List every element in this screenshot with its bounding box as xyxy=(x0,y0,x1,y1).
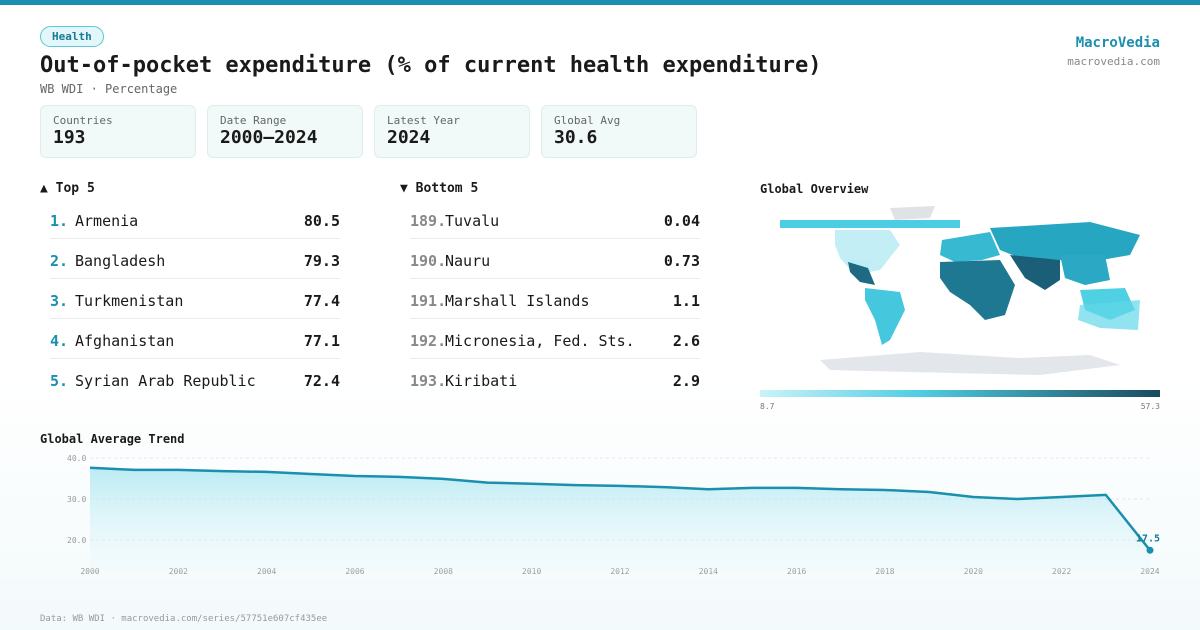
stat-label: Global Avg xyxy=(554,114,621,127)
name: Afghanistan xyxy=(75,332,175,350)
name: Kiribati xyxy=(445,372,518,390)
world-map: 8.7 57.3 xyxy=(760,206,1160,411)
value: 2.6 xyxy=(672,332,700,350)
name: Marshall Islands xyxy=(445,292,590,310)
scale-max: 57.3 xyxy=(1141,402,1160,411)
value: 0.73 xyxy=(663,252,700,270)
section-title: ▲ Top 5 xyxy=(40,181,95,196)
site: macrovedia.com xyxy=(1067,55,1160,68)
name: Syrian Arab Republic xyxy=(75,372,256,390)
value: 1.1 xyxy=(672,292,700,310)
x-tick-label: 2016 xyxy=(787,567,806,576)
value: 2.9 xyxy=(672,372,700,390)
name: Turkmenistan xyxy=(75,292,184,310)
value: 77.1 xyxy=(303,332,340,350)
rank: 3. xyxy=(50,292,69,310)
end-point xyxy=(1146,546,1154,554)
chart-title: Global Average Trend xyxy=(40,432,185,446)
separator xyxy=(410,318,700,319)
y-tick-label: 20.0 xyxy=(67,536,86,545)
brand: MacroVedia xyxy=(1075,35,1160,51)
x-tick-label: 2010 xyxy=(522,567,541,576)
value: 80.5 xyxy=(303,212,340,230)
x-tick-label: 2020 xyxy=(964,567,983,576)
value: 0.04 xyxy=(663,212,700,230)
x-tick-label: 2006 xyxy=(345,567,364,576)
name: Armenia xyxy=(75,212,139,230)
stat-card: Latest Year 2024 xyxy=(374,105,530,158)
rank: 192. xyxy=(410,332,447,350)
stat-card: Date Range 2000–2024 xyxy=(207,105,363,158)
name: Nauru xyxy=(445,252,491,270)
x-tick-label: 2000 xyxy=(80,567,99,576)
separator xyxy=(50,318,340,319)
separator xyxy=(50,238,340,239)
x-tick-label: 2012 xyxy=(610,567,629,576)
separator xyxy=(410,278,700,279)
x-tick-label: 2022 xyxy=(1052,567,1071,576)
rank: 189. xyxy=(410,212,447,230)
rank: 5. xyxy=(50,372,69,390)
rank: 4. xyxy=(50,332,69,350)
separator xyxy=(50,358,340,359)
separator xyxy=(410,238,700,239)
stat-value: 2000–2024 xyxy=(220,127,318,148)
x-tick-label: 2014 xyxy=(699,567,718,576)
x-tick-label: 2008 xyxy=(434,567,453,576)
x-tick-label: 2018 xyxy=(875,567,894,576)
rank: 191. xyxy=(410,292,447,310)
section-title: ▼ Bottom 5 xyxy=(400,181,479,196)
value: 77.4 xyxy=(303,292,340,310)
area xyxy=(90,467,1150,571)
value: 79.3 xyxy=(303,252,340,270)
stat-card: Global Avg 30.6 xyxy=(541,105,697,158)
y-tick-label: 40.0 xyxy=(67,454,86,463)
tag: Health xyxy=(40,26,104,47)
y-tick-label: 30.0 xyxy=(67,495,86,504)
stat-label: Countries xyxy=(53,114,113,127)
color-scale xyxy=(760,390,1160,397)
stat-label: Date Range xyxy=(220,114,287,127)
name: Tuvalu xyxy=(445,212,500,230)
rank: 2. xyxy=(50,252,69,270)
stat-label: Latest Year xyxy=(387,114,460,127)
top-bar xyxy=(0,0,1200,5)
stat-card: Countries 193 xyxy=(40,105,196,158)
stat-value: 30.6 xyxy=(554,127,598,148)
scale-min: 8.7 xyxy=(760,402,775,411)
trend-chart: 40.0 30.0 20.0 2000 2002 2004 2006 2008 2010 2012… xyxy=(67,454,1160,576)
separator xyxy=(50,278,340,279)
rank: 1. xyxy=(50,212,69,230)
data-label: 17.5 xyxy=(1136,533,1160,544)
footer: Data: WB WDI · macrovedia.com/series/577… xyxy=(40,614,328,624)
rank: 193. xyxy=(410,372,447,390)
x-tick-label: 2002 xyxy=(169,567,188,576)
separator xyxy=(410,358,700,359)
value: 72.4 xyxy=(303,372,340,390)
stat-value: 2024 xyxy=(387,127,431,148)
section-title: Global Overview xyxy=(760,182,869,196)
name: Bangladesh xyxy=(75,252,166,270)
name: Micronesia, Fed. Sts. xyxy=(445,332,635,350)
subtitle: WB WDI · Percentage xyxy=(40,82,178,96)
rank: 190. xyxy=(410,252,447,270)
title: Out-of-pocket expenditure (% of current … xyxy=(40,53,822,78)
stat-value: 193 xyxy=(53,127,86,148)
x-tick-label: 2004 xyxy=(257,567,276,576)
map-shapes xyxy=(780,206,1140,375)
x-tick-label: 2024 xyxy=(1140,567,1159,576)
line xyxy=(89,466,1151,552)
